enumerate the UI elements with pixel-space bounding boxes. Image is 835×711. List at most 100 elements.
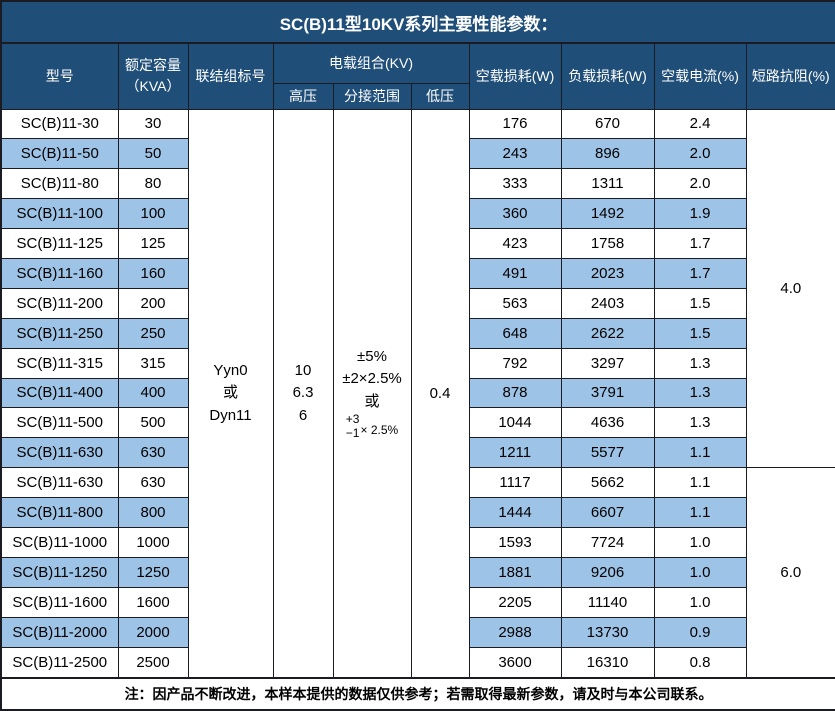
load-loss-cell: 1758: [560, 228, 655, 259]
capacity-cell: 800: [117, 497, 189, 528]
load-loss-cell: 5577: [560, 437, 655, 469]
model-cell: SC(B)11-80: [0, 168, 119, 200]
table-row: SC(B)11-50 50 243 896 2.0: [0, 138, 835, 170]
table-row: SC(B)11-800 800 1444 6607 1.1: [0, 497, 835, 528]
no-load-loss-cell: 176: [468, 108, 562, 140]
capacity-cell: 630: [117, 467, 189, 499]
capacity-cell: 1000: [117, 526, 189, 558]
tap-fraction-bottom: −1: [345, 426, 360, 440]
table-row: SC(B)11-2000 2000 2988 13730 0.9: [0, 616, 835, 648]
table-row: SC(B)11-400 400 878 3791 1.3: [0, 377, 835, 409]
model-cell: SC(B)11-800: [0, 497, 119, 528]
no-load-current-cell: 1.1: [653, 437, 747, 469]
note-row: 注：因产品不断改进，本样本提供的数据仅供参考；若需取得最新参数，请及时与本公司联…: [0, 677, 835, 711]
tap-line: 或: [364, 392, 380, 410]
model-cell: SC(B)11-315: [0, 347, 119, 379]
no-load-loss-cell: 648: [468, 317, 562, 349]
no-load-current-cell: 2.4: [653, 108, 747, 140]
col-header-connection: 联结组标号: [187, 42, 274, 110]
col-header-high-voltage: 高压: [272, 82, 334, 110]
footer-note: 注：因产品不断改进，本样本提供的数据仅供参考；若需取得最新参数，请及时与本公司联…: [0, 677, 835, 711]
load-loss-cell: 9206: [560, 556, 655, 588]
load-loss-cell: 6607: [560, 497, 655, 528]
col-header-tap-range: 分接范围: [332, 82, 412, 110]
no-load-loss-cell: 423: [468, 228, 562, 259]
no-load-loss-cell: 3600: [468, 646, 562, 679]
capacity-cell: 2500: [117, 646, 189, 679]
col-header-voltage-combo: 电载组合(KV): [272, 42, 470, 84]
connection-line: Dyn11: [209, 406, 252, 424]
table-row: SC(B)11-1600 1600 2205 11140 1.0: [0, 586, 835, 618]
model-cell: SC(B)11-1600: [0, 586, 119, 618]
col-header-capacity: 额定容量 （KVA）: [117, 42, 189, 110]
model-cell: SC(B)11-630: [0, 467, 119, 499]
tap-line: ±2×2.5%: [342, 370, 402, 388]
no-load-current-cell: 1.3: [653, 377, 747, 409]
tap-fraction: +3 −1 × 2.5%: [336, 412, 409, 441]
no-load-loss-cell: 333: [468, 168, 562, 200]
no-load-current-cell: 1.3: [653, 407, 747, 439]
capacity-cell: 2000: [117, 616, 189, 648]
model-cell: SC(B)11-2000: [0, 616, 119, 648]
load-loss-cell: 2403: [560, 287, 655, 319]
no-load-loss-cell: 2205: [468, 586, 562, 618]
no-load-loss-cell: 792: [468, 347, 562, 379]
capacity-header-line2: （KVA）: [125, 78, 181, 95]
load-loss-cell: 3297: [560, 347, 655, 379]
capacity-cell: 315: [117, 347, 189, 379]
table-row: SC(B)11-200 200 563 2403 1.5: [0, 287, 835, 319]
capacity-cell: 1250: [117, 556, 189, 588]
no-load-loss-cell: 1044: [468, 407, 562, 439]
capacity-cell: 630: [117, 437, 189, 469]
no-load-current-cell: 1.7: [653, 257, 747, 289]
no-load-current-cell: 1.5: [653, 287, 747, 319]
col-header-model: 型号: [0, 42, 119, 110]
tap-fraction-suffix: × 2.5%: [360, 423, 399, 437]
col-header-no-load-current: 空载电流(%): [653, 42, 747, 110]
no-load-current-cell: 0.9: [653, 616, 747, 648]
capacity-cell: 400: [117, 377, 189, 409]
hv-line: 6: [298, 406, 308, 424]
table-row: SC(B)11-500 500 1044 4636 1.3: [0, 407, 835, 439]
no-load-current-cell: 1.5: [653, 317, 747, 349]
col-header-impedance: 短路抗阻(%): [745, 42, 835, 110]
load-loss-cell: 2622: [560, 317, 655, 349]
capacity-cell: 160: [117, 257, 189, 289]
connection-line: 或: [222, 384, 238, 401]
capacity-cell: 30: [117, 108, 189, 140]
no-load-loss-cell: 563: [468, 287, 562, 319]
capacity-cell: 125: [117, 228, 189, 259]
no-load-current-cell: 1.1: [653, 467, 747, 499]
no-load-current-cell: 1.7: [653, 228, 747, 259]
high-voltage-cell: 10 6.3 6: [272, 108, 334, 679]
no-load-loss-cell: 1211: [468, 437, 562, 469]
no-load-loss-cell: 1593: [468, 526, 562, 558]
model-cell: SC(B)11-250: [0, 317, 119, 349]
load-loss-cell: 1492: [560, 198, 655, 230]
model-cell: SC(B)11-200: [0, 287, 119, 319]
no-load-loss-cell: 1444: [468, 497, 562, 528]
load-loss-cell: 896: [560, 138, 655, 170]
table-row: SC(B)11-315 315 792 3297 1.3: [0, 347, 835, 379]
model-cell: SC(B)11-30: [0, 108, 119, 140]
no-load-loss-cell: 360: [468, 198, 562, 230]
model-cell: SC(B)11-1250: [0, 556, 119, 588]
impedance-cell-group1: 4.0: [745, 108, 835, 469]
capacity-cell: 250: [117, 317, 189, 349]
no-load-current-cell: 1.1: [653, 497, 747, 528]
no-load-current-cell: 0.8: [653, 646, 747, 679]
header-row-1: 型号 额定容量 （KVA） 联结组标号 电载组合(KV) 空载损耗(W) 负载损…: [0, 42, 835, 110]
no-load-current-cell: 1.0: [653, 526, 747, 558]
table-row: SC(B)11-1250 1250 1881 9206 1.0: [0, 556, 835, 588]
model-cell: SC(B)11-100: [0, 198, 119, 230]
no-load-current-cell: 2.0: [653, 138, 747, 170]
no-load-current-cell: 1.0: [653, 556, 747, 588]
table-row: SC(B)11-100 100 360 1492 1.9: [0, 198, 835, 230]
no-load-current-cell: 2.0: [653, 168, 747, 200]
model-cell: SC(B)11-125: [0, 228, 119, 259]
no-load-loss-cell: 1881: [468, 556, 562, 588]
model-cell: SC(B)11-50: [0, 138, 119, 170]
model-cell: SC(B)11-630: [0, 437, 119, 469]
